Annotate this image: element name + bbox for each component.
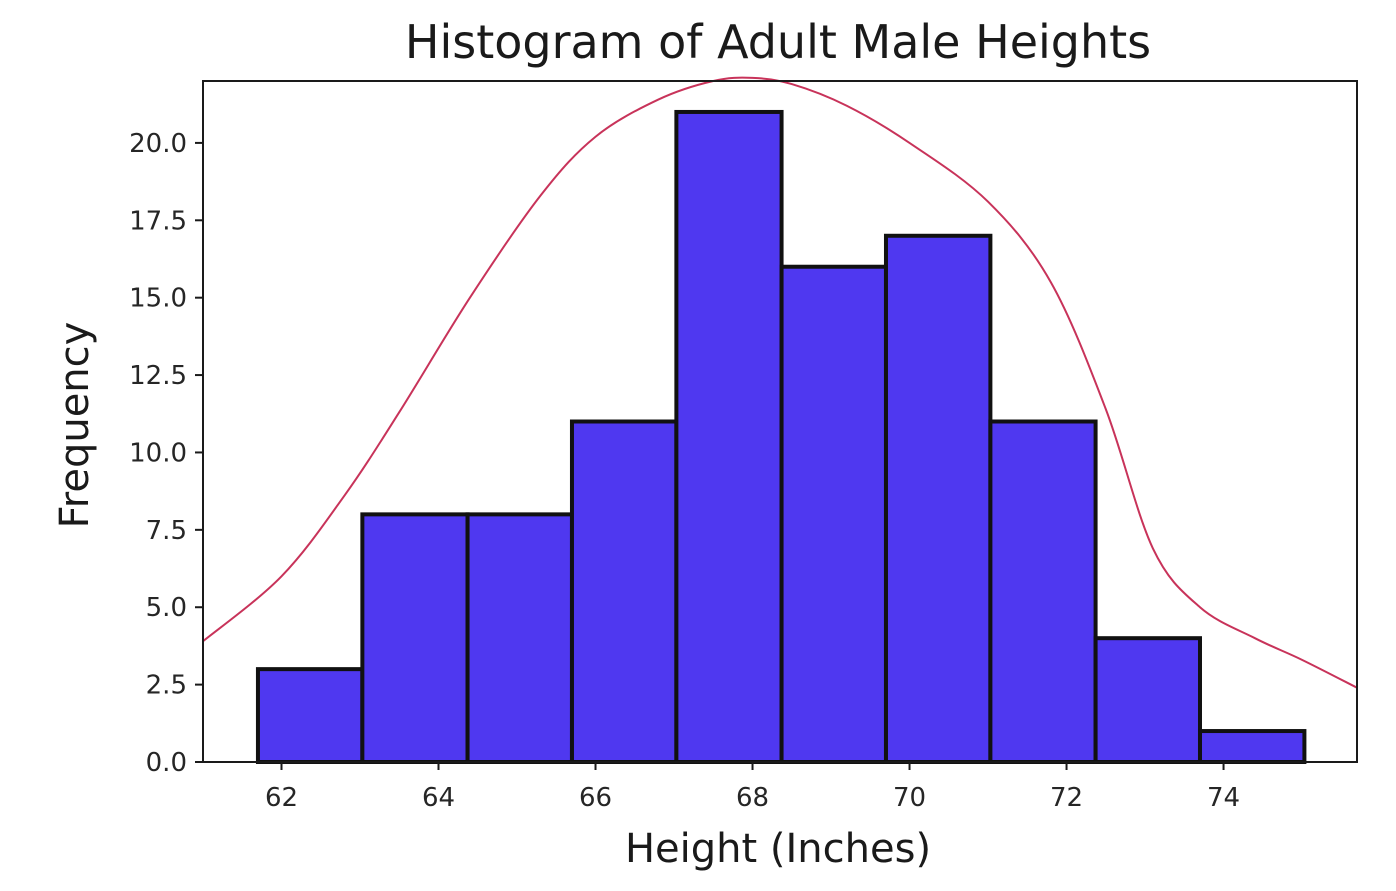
x-tick-label: 66 [579,783,612,813]
plot-frame [202,80,1358,763]
x-tick-label: 74 [1207,783,1240,813]
y-tick-label: 0.0 [146,748,187,778]
x-tick-label: 72 [1050,783,1083,813]
x-tick-label: 64 [422,783,455,813]
y-tick-label: 17.5 [129,206,187,236]
x-tick-label: 62 [265,783,298,813]
x-tick-label: 68 [736,783,769,813]
density-curve-line [202,76,1358,689]
histogram-bar-2 [360,512,470,765]
histogram-bar-8 [988,419,1098,764]
y-axis-label: Frequency [52,322,98,529]
x-axis: 62 64 66 68 70 72 74 [265,762,1240,813]
chart-title: Histogram of Adult Male Heights [405,15,1151,69]
y-tick-label: 10.0 [129,438,187,468]
histogram-bar-1 [255,667,365,764]
histogram-bar-4 [569,419,679,764]
y-tick-label: 5.0 [146,593,187,623]
y-tick-label: 12.5 [129,361,187,391]
y-tick-label: 15.0 [129,284,187,314]
y-tick-label: 2.5 [146,671,187,701]
histogram-bar-6 [779,264,888,764]
x-axis-label: Height (Inches) [625,826,931,872]
x-tick-label: 70 [893,783,926,813]
plot-area [202,76,1358,765]
y-tick-label: 7.5 [146,516,187,546]
histogram-bar-5 [674,109,784,765]
bars-group [255,109,1307,765]
histogram-bar-10 [1197,729,1307,765]
histogram-bar-7 [883,233,993,765]
density-curve-group [202,76,1358,689]
y-tick-label: 20.0 [129,129,187,159]
y-axis: 0.0 2.5 5.0 7.5 10.0 12.5 15.0 17.5 20.0 [129,129,203,778]
histogram-bar-3 [465,512,574,765]
histogram-bar-9 [1093,636,1202,765]
